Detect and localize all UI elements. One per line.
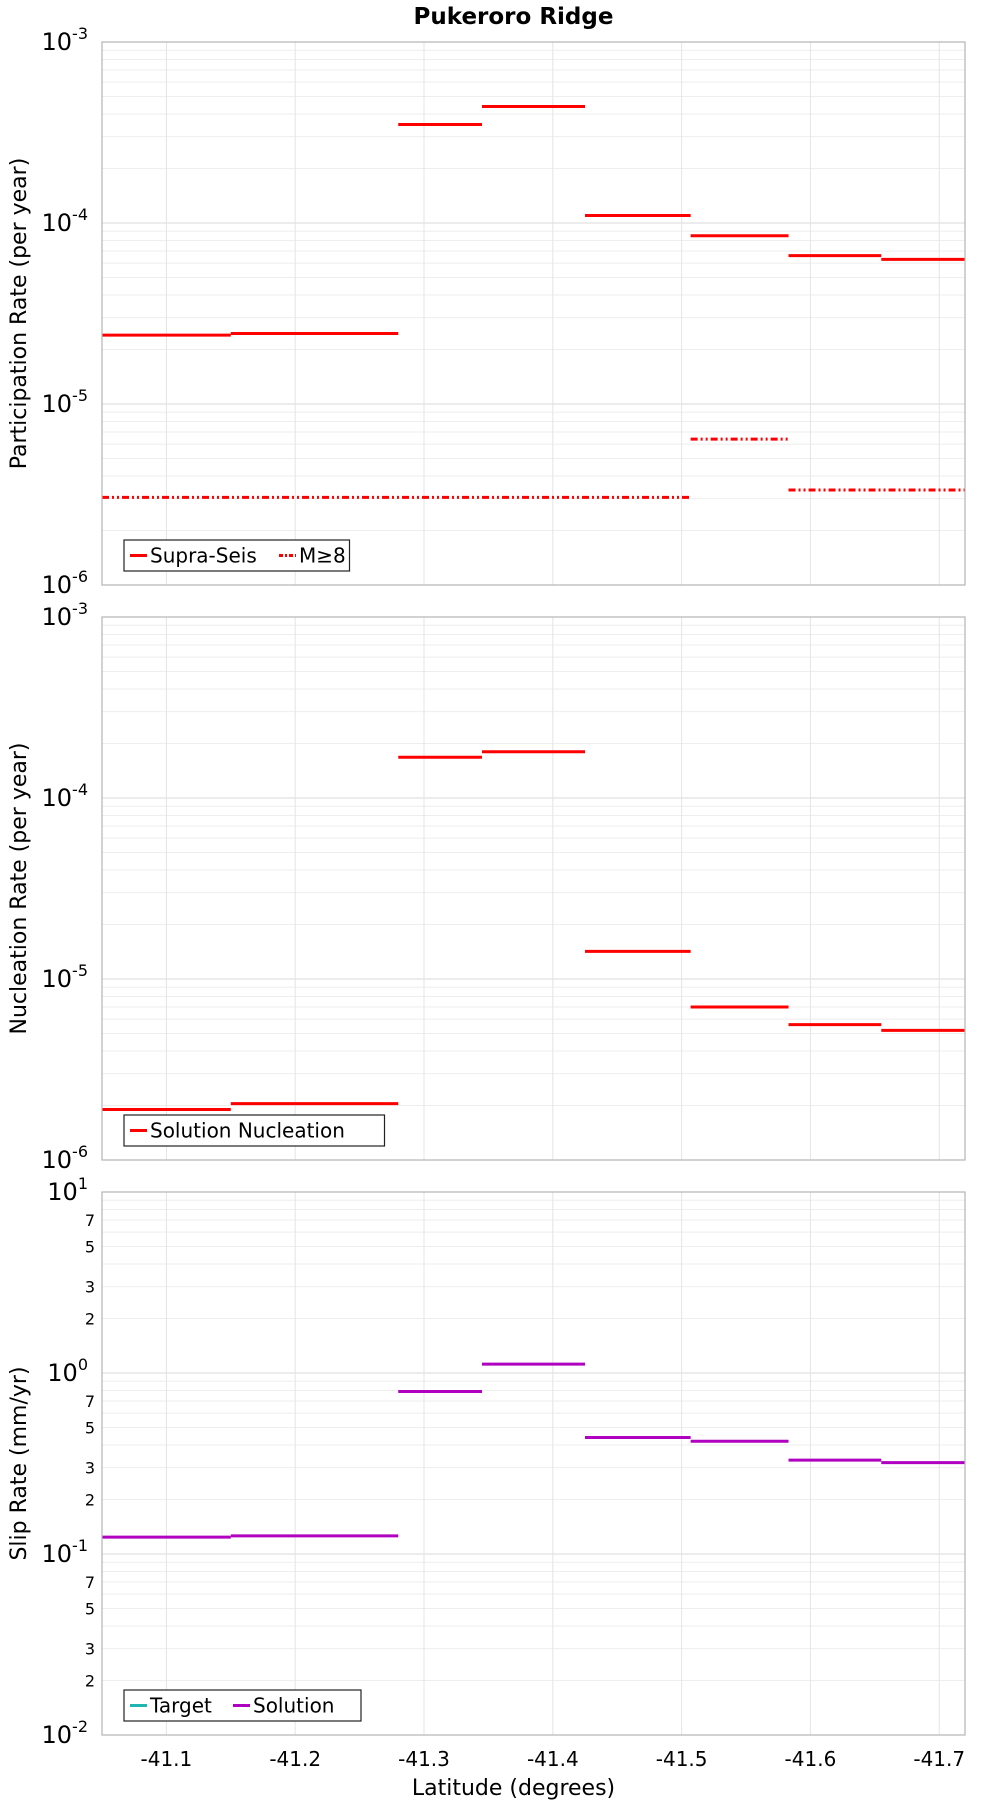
y-tick-base: 10	[42, 965, 73, 993]
legend-label: Solution	[253, 1694, 334, 1718]
legend: Solution Nucleation	[123, 1114, 386, 1147]
y-axis-label: Slip Rate (mm/yr)	[7, 1366, 32, 1560]
y-tick-exponent: -5	[72, 386, 88, 405]
y-tick-label: 10-4	[42, 780, 89, 812]
x-axis-label: Latitude (degrees)	[412, 1776, 615, 1800]
y-tick-label: 10-3	[42, 599, 89, 631]
y-tick-label: 10-2	[42, 1717, 89, 1749]
y-minor-tick-label: 5	[85, 1418, 95, 1437]
plot-frame	[101, 41, 966, 586]
y-tick-base: 10	[42, 784, 73, 812]
x-tick-label: -41.6	[785, 1747, 837, 1771]
y-tick-exponent: 0	[78, 1355, 88, 1374]
legend: Supra-Seis M≥8	[123, 539, 351, 572]
legend: Target Solution	[123, 1689, 362, 1722]
y-tick-exponent: 1	[78, 1174, 88, 1193]
y-tick-exponent: -6	[72, 1142, 88, 1161]
y-minor-tick-label: 3	[85, 1278, 95, 1297]
y-axis-label: Participation Rate (per year)	[7, 158, 32, 470]
y-tick-base: 10	[47, 1178, 78, 1206]
y-tick-label: 10-1	[42, 1536, 89, 1568]
y-minor-tick-label: 5	[85, 1237, 95, 1256]
y-tick-label: 10-6	[42, 567, 89, 599]
series-solution-nucleation	[102, 750, 965, 1112]
y-tick-label: 10-6	[42, 1142, 89, 1174]
x-tick-label: -41.4	[527, 1747, 579, 1771]
y-minor-tick-label: 7	[85, 1392, 95, 1411]
series-m-8	[102, 437, 965, 499]
y-minor-tick-label: 5	[85, 1599, 95, 1618]
plot-area	[102, 617, 965, 1160]
x-tick-label: -41.3	[398, 1747, 450, 1771]
x-tick-label: -41.2	[269, 1747, 321, 1771]
y-tick-base: 10	[42, 1540, 73, 1568]
y-tick-base: 10	[47, 1359, 78, 1387]
series-supra-seis	[102, 105, 965, 337]
y-tick-exponent: -3	[72, 599, 88, 618]
y-axis-label: Nucleation Rate (per year)	[7, 743, 32, 1035]
y-tick-exponent: -4	[72, 780, 88, 799]
y-minor-tick-label: 3	[85, 1459, 95, 1478]
chart-title: Pukeroro Ridge	[414, 4, 614, 30]
y-tick-exponent: -2	[72, 1717, 88, 1736]
legend-label: M≥8	[299, 544, 346, 568]
y-minor-tick-label: 2	[85, 1672, 95, 1691]
series-solution	[102, 1362, 965, 1539]
y-tick-label: 10-5	[42, 961, 89, 993]
y-minor-tick-label: 3	[85, 1640, 95, 1659]
y-tick-base: 10	[42, 603, 73, 631]
x-tick-label: -41.1	[141, 1747, 193, 1771]
y-minor-tick-label: 7	[85, 1573, 95, 1592]
plot-frame	[101, 616, 966, 1161]
y-tick-base: 10	[42, 571, 73, 599]
y-tick-exponent: -3	[72, 24, 88, 43]
y-minor-tick-label: 2	[85, 1310, 95, 1329]
y-tick-base: 10	[42, 1721, 73, 1749]
plot-area	[102, 42, 965, 585]
legend-label: Target	[149, 1694, 212, 1718]
y-tick-label: 10-4	[42, 205, 89, 237]
x-tick-label: -41.7	[913, 1747, 965, 1771]
y-minor-tick-label: 2	[85, 1491, 95, 1510]
legend-box	[123, 539, 351, 572]
y-tick-base: 10	[42, 209, 73, 237]
plot-frame	[101, 1191, 966, 1736]
y-tick-label: 10-3	[42, 24, 89, 56]
plot-area	[102, 1192, 965, 1735]
y-tick-exponent: -6	[72, 567, 88, 586]
y-tick-base: 10	[42, 28, 73, 56]
y-tick-label: 100	[47, 1355, 88, 1387]
legend-label: Solution Nucleation	[150, 1119, 345, 1143]
y-tick-base: 10	[42, 390, 73, 418]
y-tick-base: 10	[42, 1146, 73, 1174]
legend-box	[123, 1114, 386, 1147]
y-minor-tick-label: 7	[85, 1211, 95, 1230]
y-tick-exponent: -4	[72, 205, 88, 224]
y-tick-label: 10-5	[42, 386, 89, 418]
x-tick-label: -41.5	[656, 1747, 708, 1771]
y-tick-label: 101	[47, 1174, 88, 1206]
y-tick-exponent: -1	[72, 1536, 88, 1555]
y-tick-exponent: -5	[72, 961, 88, 980]
legend-label: Supra-Seis	[150, 544, 257, 568]
